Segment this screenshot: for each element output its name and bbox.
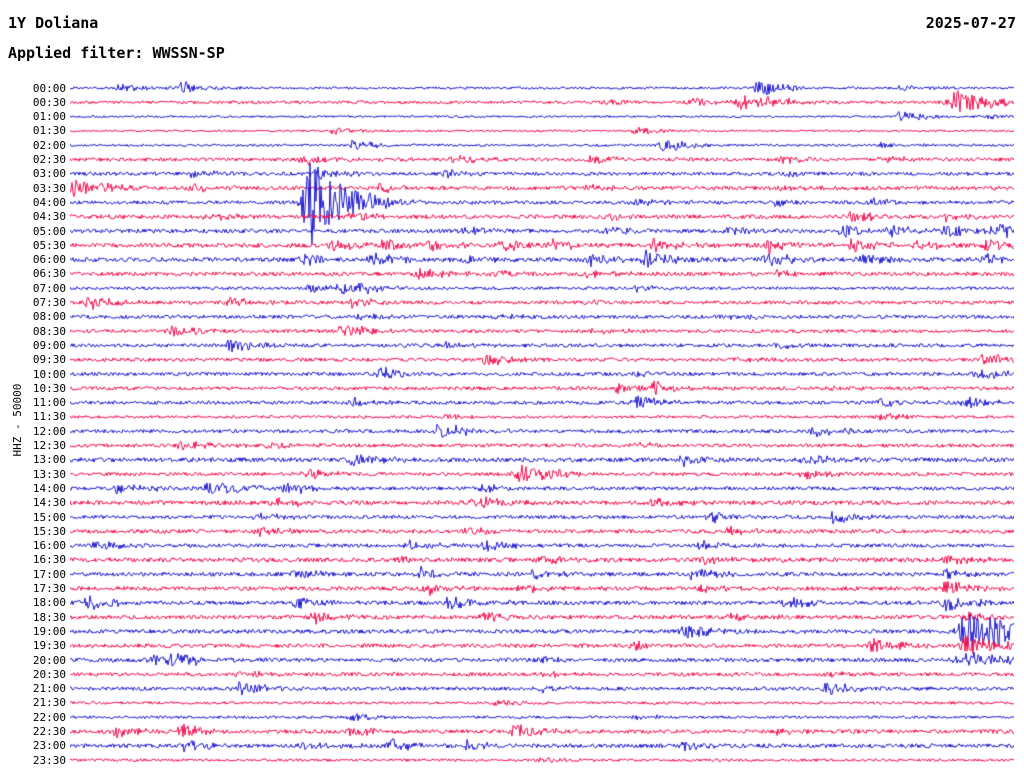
time-label: 18:00 [32,596,66,610]
time-axis-labels: 00:00 00:30 01:00 01:30 02:00 02:30 03:00 03:30… [0,0,66,780]
seismogram-plot-area [70,80,1014,776]
time-label: 15:30 [32,524,66,538]
time-label: 14:00 [32,481,66,495]
time-label: 20:00 [32,653,66,667]
time-label: 02:30 [32,153,66,166]
time-label: 22:30 [32,725,66,738]
time-label: 08:00 [32,310,66,324]
time-label: 03:30 [32,181,66,195]
time-label: 10:00 [32,367,66,381]
time-label: 03:00 [32,167,66,181]
time-label: 16:30 [32,553,66,567]
time-label: 16:00 [32,539,66,553]
time-label: 07:30 [32,296,66,309]
time-label: 21:00 [32,682,66,696]
time-label: 13:00 [32,453,66,467]
time-label: 15:00 [32,510,66,524]
time-label: 09:30 [32,353,66,367]
time-label: 12:30 [32,439,66,452]
time-label: 23:00 [32,739,66,753]
time-label: 11:00 [32,396,66,410]
time-label: 14:30 [32,496,66,510]
time-label: 06:00 [32,253,66,267]
time-label: 19:30 [32,639,66,653]
applied-filter-label: Applied filter: WWSSN-SP [8,44,225,62]
time-label: 01:00 [32,110,66,124]
time-label: 10:30 [32,381,66,395]
time-label: 02:00 [32,138,66,152]
time-label: 00:00 [32,81,66,95]
time-label: 18:30 [32,610,66,624]
time-label: 09:00 [32,338,66,352]
time-label: 19:00 [32,624,66,638]
time-label: 05:30 [32,238,66,252]
time-label: 04:30 [32,210,66,224]
time-label: 08:30 [32,324,66,338]
time-label: 13:30 [32,467,66,481]
seismogram-canvas [70,80,1014,776]
time-label: 23:30 [32,753,66,767]
time-label: 12:00 [32,424,66,438]
time-label: 04:00 [32,195,66,209]
time-label: 11:30 [32,410,66,424]
station-title: 1Y Doliana [8,14,99,32]
time-label: 07:00 [32,281,66,295]
time-label: 00:30 [32,95,66,109]
time-label: 06:30 [32,267,66,281]
time-label: 21:30 [32,696,66,710]
time-label: 17:30 [32,582,66,595]
time-label: 17:00 [32,567,66,581]
time-label: 01:30 [32,124,66,138]
time-label: 20:30 [32,667,66,681]
time-label: 22:00 [32,710,66,724]
plot-date: 2025-07-27 [925,14,1016,32]
time-label: 05:00 [32,224,66,238]
